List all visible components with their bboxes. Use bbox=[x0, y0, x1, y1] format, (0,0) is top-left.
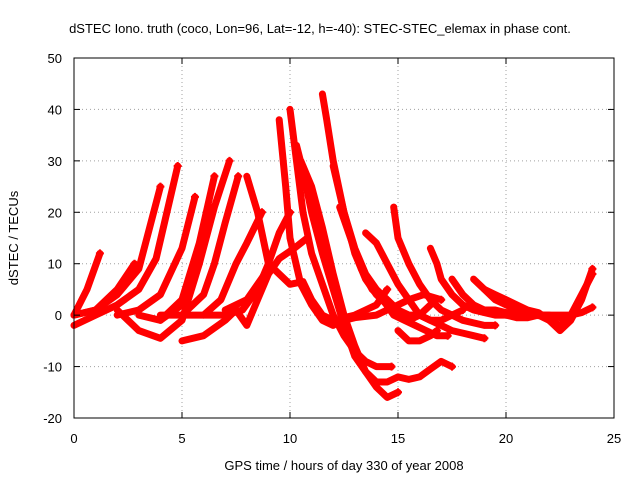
series-13-end-marker bbox=[437, 295, 446, 304]
series-0-trace bbox=[70, 249, 104, 319]
series-2-trace bbox=[70, 162, 182, 329]
series-0-end-marker bbox=[95, 249, 104, 258]
series-8-end-marker bbox=[234, 172, 243, 181]
series-7-end-marker bbox=[225, 156, 234, 165]
grid bbox=[74, 58, 614, 418]
series-14-trace bbox=[275, 116, 391, 329]
series-27-end-marker bbox=[588, 264, 597, 273]
series-3-trace bbox=[70, 260, 138, 319]
x-tick-label: 25 bbox=[607, 431, 621, 446]
series-23-trace bbox=[394, 327, 441, 345]
series-12-trace bbox=[221, 265, 272, 314]
y-axis-label: dSTEC / TECUs bbox=[6, 190, 21, 285]
y-tick-label: 30 bbox=[48, 154, 62, 169]
series-7-trace bbox=[156, 157, 233, 324]
x-tick-label: 10 bbox=[283, 431, 297, 446]
series-4-end-marker bbox=[190, 192, 199, 201]
x-tick-label: 0 bbox=[70, 431, 77, 446]
series-4-trace bbox=[113, 193, 199, 319]
x-tick-label: 5 bbox=[178, 431, 185, 446]
series-20-end-marker bbox=[443, 331, 452, 340]
series-21-trace bbox=[362, 229, 488, 342]
series-23-end-marker bbox=[432, 326, 441, 335]
series-8-trace bbox=[156, 172, 242, 319]
series-22-trace bbox=[390, 203, 499, 329]
series-17-end-marker bbox=[394, 388, 402, 397]
series-1-end-marker bbox=[156, 182, 165, 191]
series-28-trace bbox=[502, 303, 596, 319]
x-tick-label: 20 bbox=[499, 431, 513, 446]
series-9-trace bbox=[178, 208, 266, 319]
series-22-end-marker bbox=[491, 321, 500, 330]
series-16-end-marker bbox=[448, 362, 456, 371]
x-tick-label: 15 bbox=[391, 431, 405, 446]
y-tick-label: 0 bbox=[55, 308, 62, 323]
y-tick-label: -10 bbox=[43, 360, 62, 375]
series-17-trace bbox=[297, 157, 402, 401]
y-tick-label: 50 bbox=[48, 51, 62, 66]
series-3-end-marker bbox=[130, 259, 139, 268]
axis-ticks: 0 5 10 15 20 25 -20 -10 0 10 20 30 40 50 bbox=[43, 51, 621, 446]
x-axis-label: GPS time / hours of day 330 of year 2008 bbox=[224, 458, 463, 473]
series-6-end-marker bbox=[210, 172, 219, 181]
plot-frame bbox=[73, 57, 615, 419]
series-28-end-marker bbox=[588, 303, 597, 312]
series-21-end-marker bbox=[480, 334, 489, 343]
y-tick-label: 40 bbox=[48, 102, 62, 117]
y-tick-label: -20 bbox=[43, 411, 62, 426]
y-tick-label: 10 bbox=[48, 257, 62, 272]
y-tick-label: 20 bbox=[48, 205, 62, 220]
series-10-trace bbox=[178, 234, 311, 345]
series-14-end-marker bbox=[383, 285, 392, 294]
series-2-end-marker bbox=[173, 162, 182, 170]
series-15-end-marker bbox=[387, 362, 396, 371]
chart-title: dSTEC Iono. truth (coco, Lon=96, Lat=-12… bbox=[69, 21, 571, 36]
series-15-trace bbox=[286, 105, 395, 371]
plot-area bbox=[70, 90, 597, 401]
